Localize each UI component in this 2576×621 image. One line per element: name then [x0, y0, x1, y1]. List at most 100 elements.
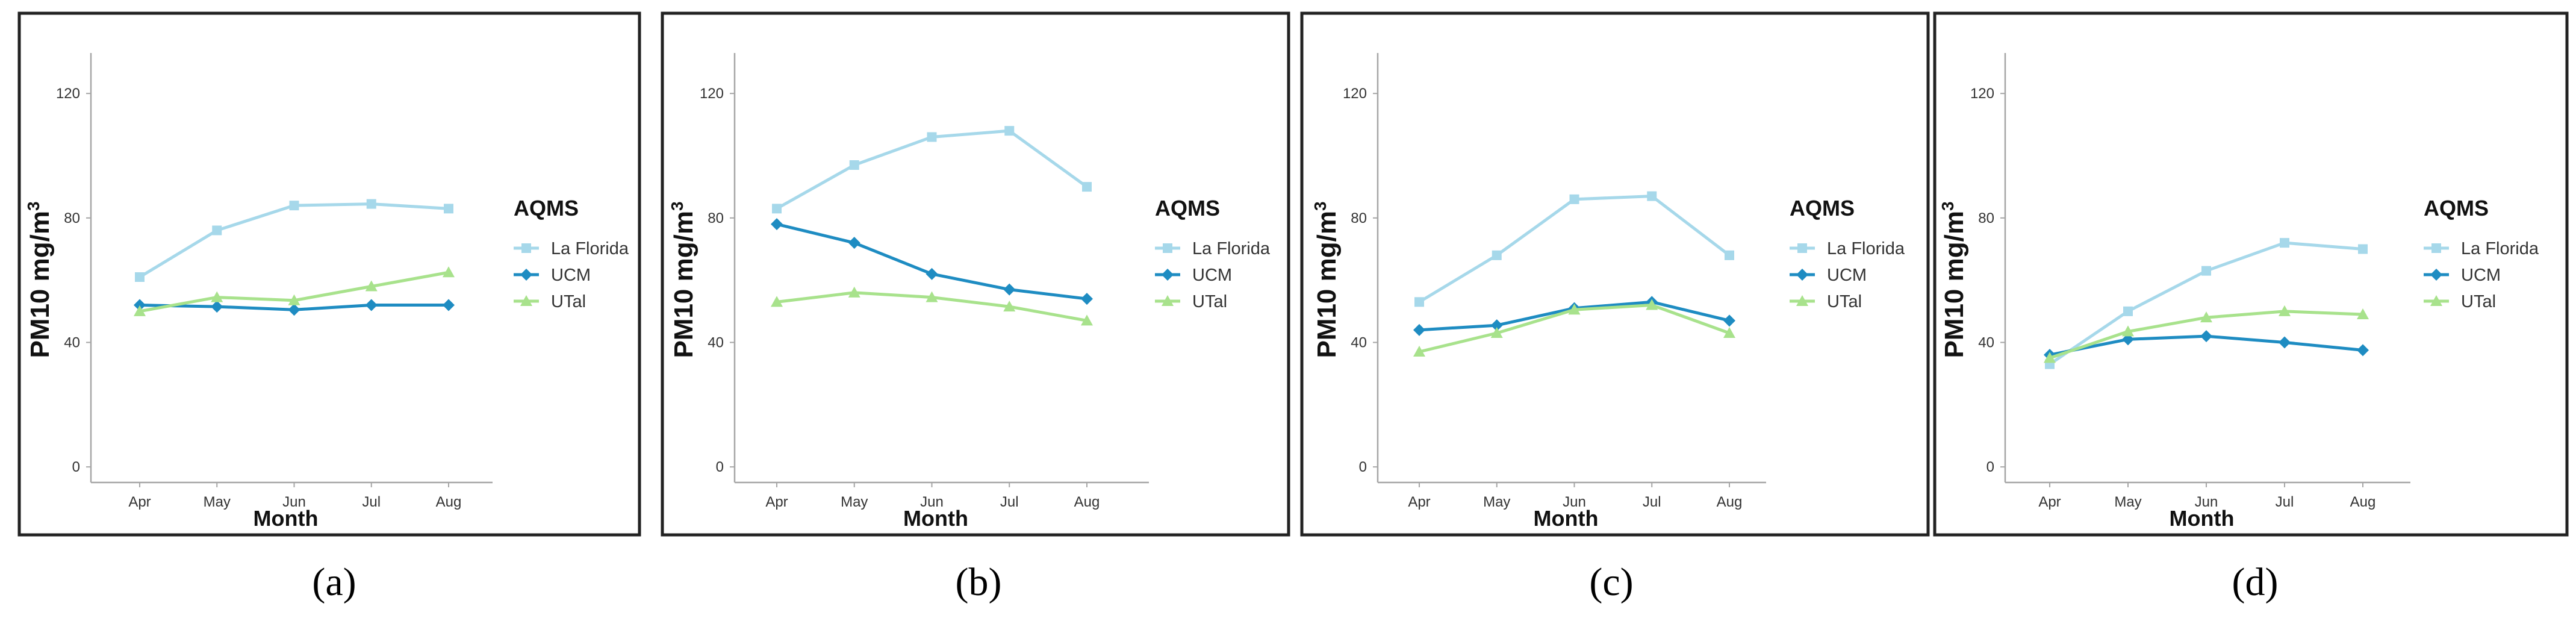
- legend-key-marker: [520, 295, 532, 306]
- data-point-la-florida: [2201, 266, 2211, 276]
- y-axis-title-superscript: 3: [24, 201, 43, 211]
- x-tick-label: Jun: [2195, 494, 2218, 510]
- legend-key-marker: [2431, 243, 2441, 253]
- data-point-la-florida: [135, 272, 145, 282]
- x-tick-label: May: [204, 494, 231, 510]
- legend-key-marker: [1162, 269, 1174, 281]
- data-point-ucm: [211, 301, 223, 313]
- y-tick-label: 80: [708, 210, 724, 226]
- y-axis-title-main: PM10 mg/m: [1940, 211, 1969, 358]
- data-point-utal: [1081, 314, 1093, 326]
- y-axis-title-main: PM10 mg/m: [669, 211, 698, 358]
- legend-item-label: UTal: [551, 292, 586, 311]
- data-point-utal: [134, 305, 146, 316]
- data-point-ucm: [926, 267, 938, 280]
- data-point-utal: [1568, 304, 1581, 315]
- data-point-ucm: [2279, 336, 2291, 349]
- data-point-la-florida: [1647, 191, 1657, 201]
- legend-key-marker: [1162, 295, 1174, 306]
- data-point-utal: [2200, 311, 2212, 323]
- y-axis-title: PM10 mg/m3: [668, 201, 698, 358]
- y-tick-label: 120: [700, 86, 724, 102]
- data-point-la-florida: [1004, 126, 1015, 136]
- data-point-utal: [2044, 352, 2056, 363]
- x-tick-label: Jun: [920, 494, 944, 510]
- legend-item-label: UCM: [1827, 266, 1867, 285]
- y-tick-label: 80: [1351, 210, 1367, 226]
- data-point-utal: [365, 280, 378, 292]
- panel-frame: [1300, 11, 1930, 537]
- legend-item-label: La Florida: [551, 239, 629, 258]
- data-point-utal: [1003, 301, 1016, 312]
- legend-key-marker: [2430, 295, 2442, 306]
- x-axis-title: Month: [254, 506, 319, 531]
- data-point-utal: [443, 266, 455, 278]
- chart-panel-4: 0 40 80 120 Apr May Jun Jul Aug Month PM10 mg/m3 AQ…: [1933, 11, 2569, 537]
- y-tick-label: 40: [708, 335, 724, 351]
- chart-panel-3: 0 40 80 120 Apr May Jun Jul Aug Month PM10 mg/m3 AQ…: [1300, 11, 1930, 537]
- data-point-la-florida: [366, 199, 376, 209]
- data-point-ucm: [1490, 319, 1503, 332]
- panel-label: (b): [956, 560, 1002, 604]
- x-tick-label: Aug: [2350, 494, 2376, 510]
- x-tick-label: Aug: [436, 494, 462, 510]
- y-axis-title: PM10 mg/m3: [24, 201, 55, 358]
- x-tick-label: Jun: [1563, 494, 1586, 510]
- legend-item-label: UCM: [1192, 266, 1232, 285]
- y-tick-label: 120: [56, 86, 80, 102]
- y-tick-label: 120: [1343, 86, 1367, 102]
- panel-frame: [661, 11, 1290, 537]
- legend-key-marker: [520, 269, 532, 281]
- x-tick-label: Jul: [1643, 494, 1661, 510]
- data-point-ucm: [771, 218, 783, 231]
- y-tick-label: 120: [1970, 86, 1994, 102]
- x-tick-label: May: [2114, 494, 2141, 510]
- legend-key-marker: [1163, 243, 1172, 253]
- x-tick-label: May: [1483, 494, 1510, 510]
- legend-item-label: UTal: [1827, 292, 1862, 311]
- data-point-ucm: [1413, 323, 1425, 336]
- data-point-la-florida: [444, 204, 453, 214]
- data-point-la-florida: [1414, 297, 1424, 307]
- data-point-ucm: [1081, 293, 1093, 305]
- legend-title: AQMS: [514, 196, 579, 220]
- data-point-utal: [926, 291, 938, 302]
- legend-item-label: La Florida: [1192, 239, 1271, 258]
- x-tick-label: Aug: [1717, 494, 1743, 510]
- data-point-la-florida: [1082, 182, 1092, 192]
- data-point-la-florida: [772, 204, 782, 214]
- y-tick-label: 40: [64, 335, 80, 351]
- data-point-ucm: [365, 299, 378, 311]
- y-tick-label: 40: [1351, 335, 1367, 351]
- data-point-utal: [288, 294, 300, 305]
- x-tick-label: Jul: [1000, 494, 1019, 510]
- y-tick-label: 0: [1359, 459, 1367, 475]
- y-axis-title-superscript: 3: [1311, 201, 1330, 211]
- data-point-la-florida: [2358, 244, 2368, 254]
- data-point-utal: [1723, 327, 1735, 338]
- data-point-ucm: [443, 299, 455, 311]
- legend-item-label: La Florida: [2461, 239, 2539, 258]
- data-point-ucm: [1723, 314, 1735, 327]
- data-point-la-florida: [2123, 306, 2133, 316]
- legend-item-label: UCM: [551, 266, 591, 285]
- panel-label: (d): [2232, 560, 2279, 604]
- x-tick-label: Apr: [2038, 494, 2061, 510]
- y-tick-label: 0: [1986, 459, 1994, 475]
- data-point-utal: [211, 291, 223, 302]
- legend-item-label: UTal: [1192, 292, 1227, 311]
- data-point-ucm: [134, 299, 146, 311]
- panel-frame: [17, 11, 641, 537]
- data-point-la-florida: [927, 132, 937, 142]
- legend-key-marker: [2430, 269, 2442, 281]
- chart-panel-1: 0 40 80 120 Apr May Jun Jul Aug Month PM10 mg/m3 AQ…: [17, 11, 641, 537]
- data-point-utal: [1646, 299, 1658, 310]
- data-point-ucm: [1003, 283, 1016, 296]
- legend-key-marker: [1796, 269, 1808, 281]
- data-point-la-florida: [849, 160, 859, 170]
- x-tick-label: Jul: [362, 494, 381, 510]
- x-tick-label: Jun: [282, 494, 306, 510]
- data-point-utal: [2279, 305, 2291, 316]
- y-axis-title: PM10 mg/m3: [1311, 201, 1342, 358]
